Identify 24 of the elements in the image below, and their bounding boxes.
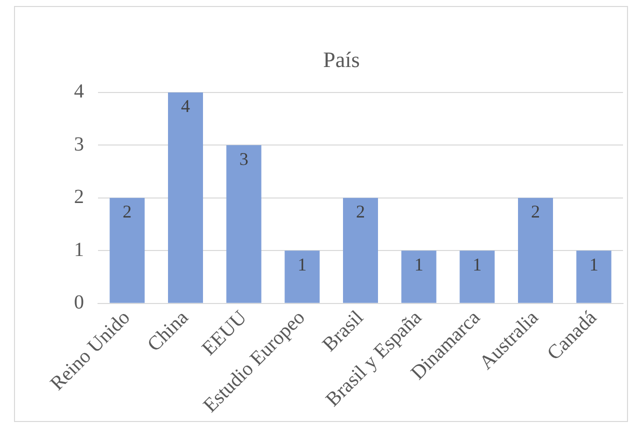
y-tick-label: 0 [74,292,84,314]
bar [226,145,262,303]
data-label: 2 [356,202,365,222]
data-label: 1 [414,254,424,274]
data-label: 4 [181,96,190,116]
data-label: 1 [589,254,598,274]
bar [168,92,203,303]
y-tick-label: 3 [74,133,84,156]
bar [284,250,320,303]
bar [460,250,495,303]
y-tick-label: 4 [74,80,84,103]
data-label: 2 [122,202,132,222]
bar [343,198,378,303]
bar [110,198,145,303]
data-label: 1 [472,254,482,274]
bar [518,198,553,303]
data-label: 1 [298,254,307,274]
data-label: 3 [239,148,248,169]
bar [401,250,436,303]
data-label: 2 [531,202,540,222]
y-tick-label: 2 [74,186,84,208]
chart-title: País [323,46,360,72]
bar [576,250,612,303]
y-tick-label: 1 [74,238,84,261]
